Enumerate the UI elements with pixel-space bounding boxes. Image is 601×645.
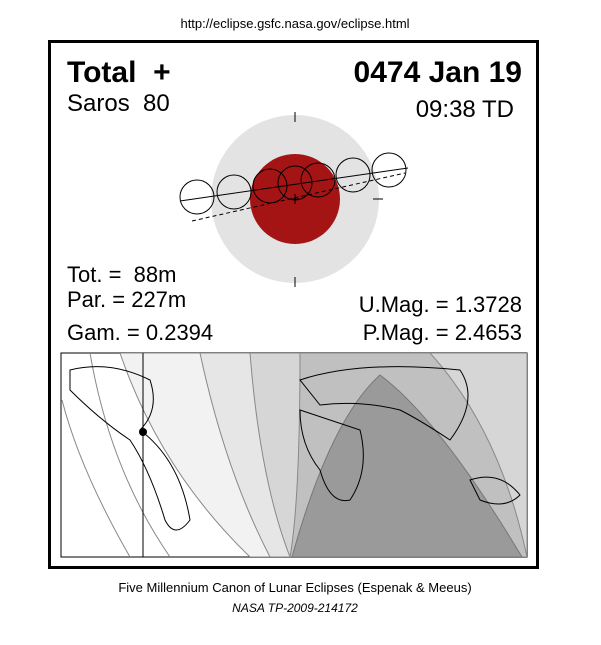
shadow-diagram: [179, 112, 409, 287]
ecliptic: [191, 172, 406, 222]
footer-ref: NASA TP-2009-214172: [232, 601, 358, 615]
location-dot: [139, 428, 147, 436]
saros: Saros 80: [67, 90, 170, 117]
footer-title: Five Millennium Canon of Lunar Eclipses …: [118, 580, 471, 595]
umag: U.Mag. = 1.3728: [359, 292, 522, 317]
url: http://eclipse.gsfc.nasa.gov/eclipse.htm…: [180, 16, 409, 31]
tot: Tot. = 88m: [67, 262, 176, 287]
par: Par. = 227m: [67, 287, 186, 312]
eclipse-type: Total +: [67, 56, 171, 89]
time: 09:38 TD: [416, 96, 514, 123]
pmag: P.Mag. = 2.4653: [363, 320, 522, 345]
gam: Gam. = 0.2394: [67, 320, 213, 345]
eclipse-date: 0474 Jan 19: [354, 56, 522, 89]
map: [60, 352, 528, 558]
moon-positions: [179, 152, 407, 215]
